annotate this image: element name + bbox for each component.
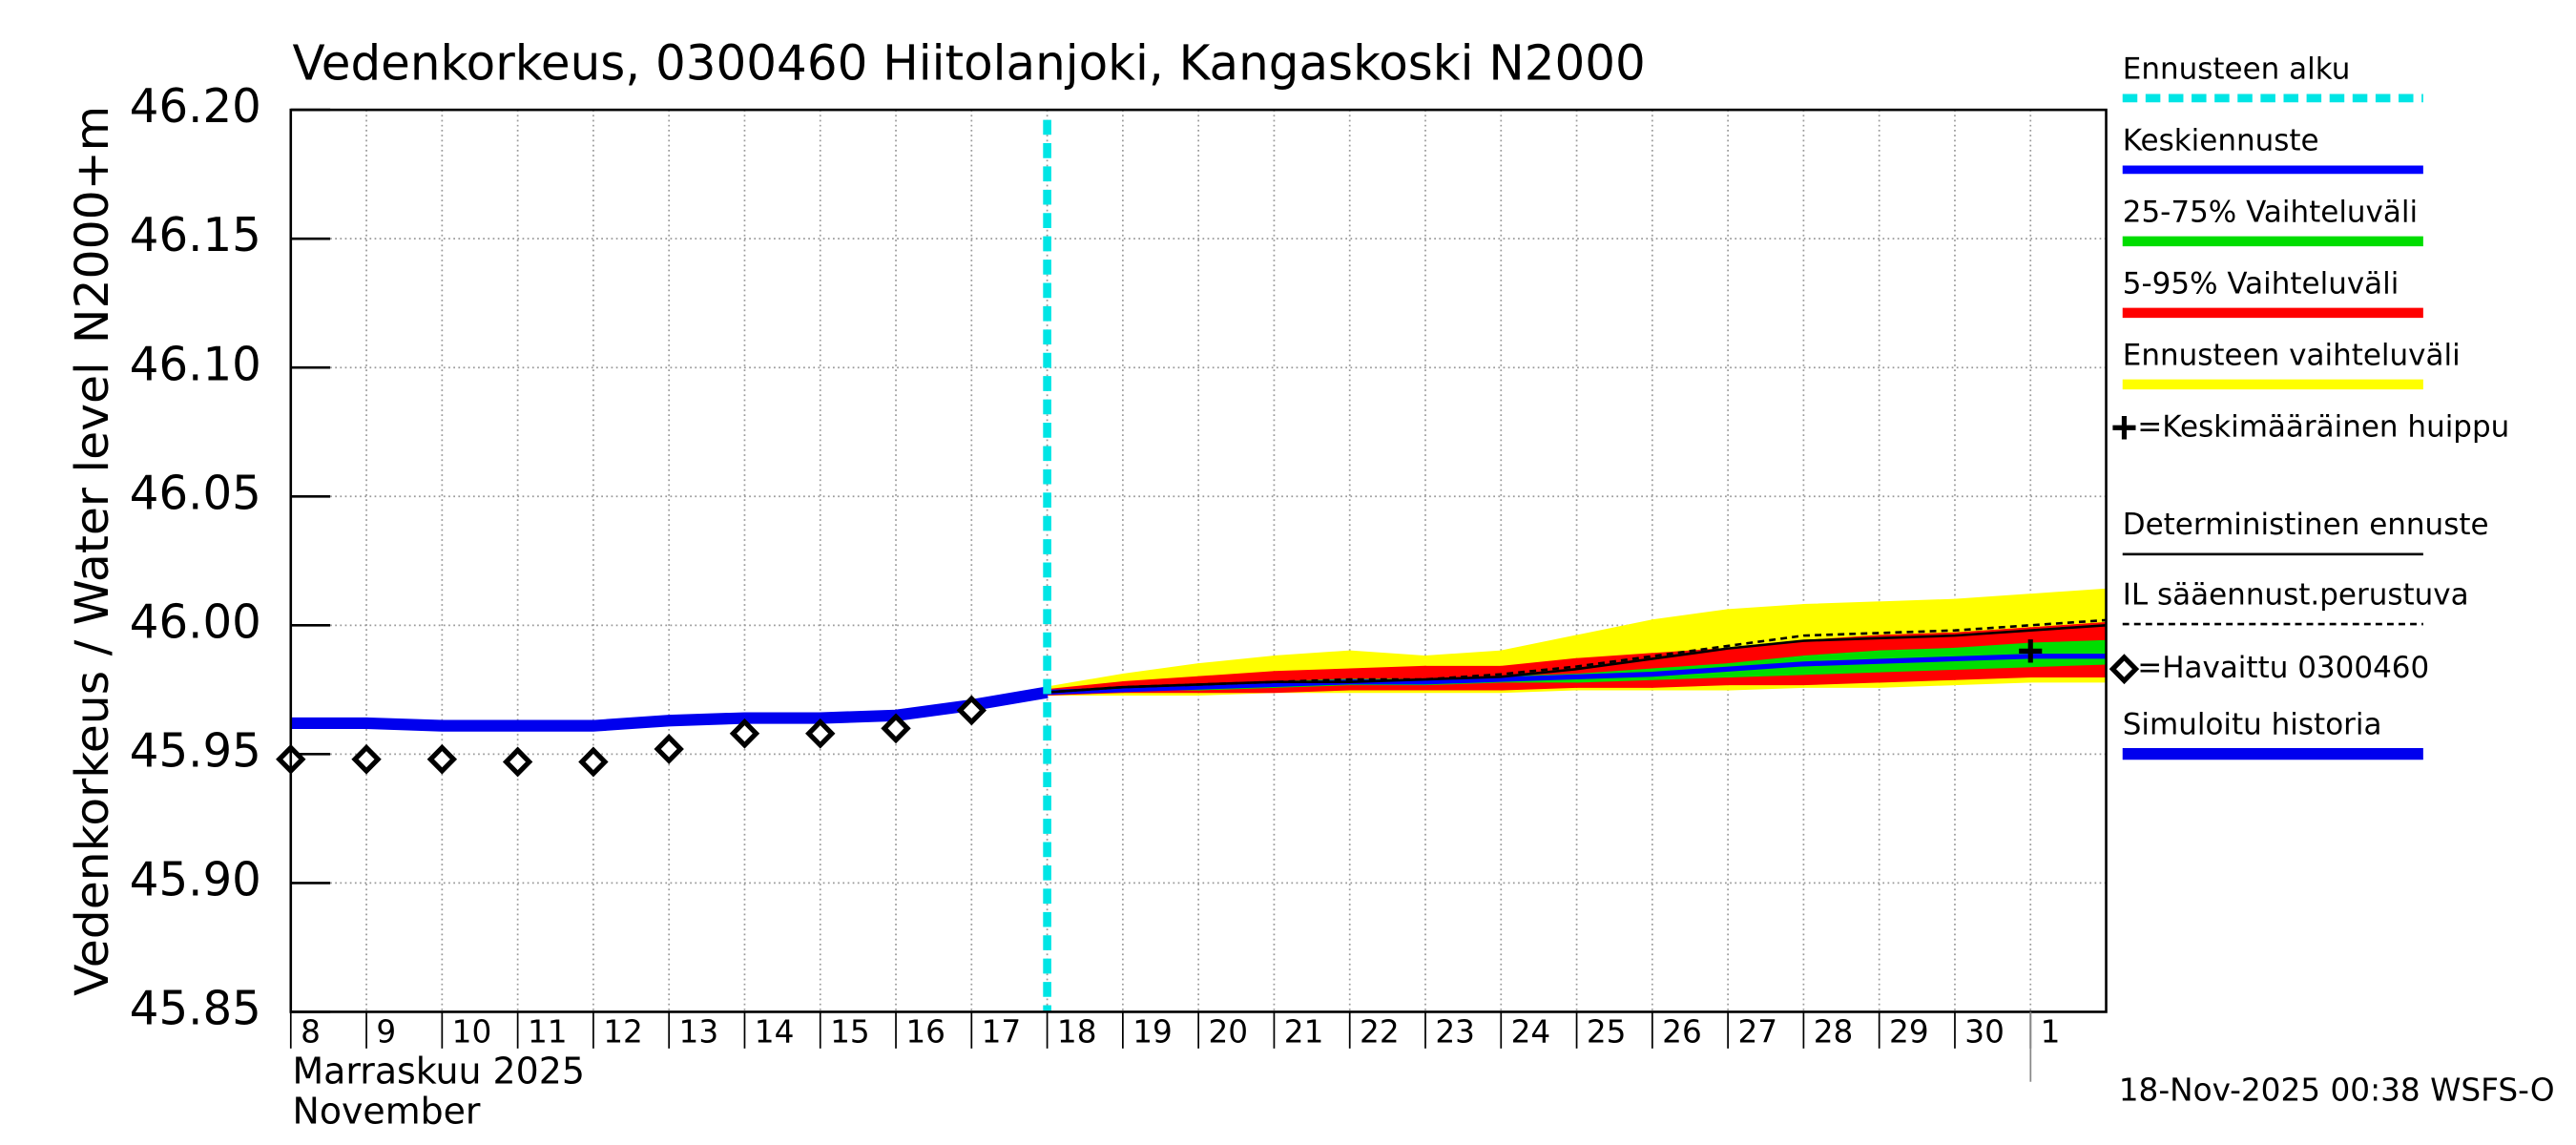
y-tick-label: 46.10 [130,338,261,391]
observation-marker [729,718,760,749]
x-tick-label: 19 [1132,1013,1173,1051]
y-tick-label: 46.00 [130,595,261,649]
x-tick-label: 1 [2041,1013,2061,1051]
observation-marker [351,743,382,775]
x-tick-label: 15 [830,1013,870,1051]
x-axis-label-en: November [293,1090,481,1132]
legend-swatch [2109,654,2140,685]
legend-label: 5-95% Vaihteluväli [2123,266,2399,301]
x-tick-label: 23 [1435,1013,1475,1051]
x-tick-label: 21 [1284,1013,1324,1051]
band-segment [2029,639,2108,668]
y-tick-label: 46.15 [130,209,261,262]
x-axis-label: Marraskuu 2025 [293,1050,585,1092]
band-segment [1349,665,1426,691]
x-tick-label: 22 [1360,1013,1400,1051]
x-tick-label: 8 [301,1013,321,1051]
legend-label: IL sääennust.perustuva [2123,577,2469,612]
observation-marker [956,695,987,726]
x-tick-label: 12 [603,1013,643,1051]
chart-title: Vedenkorkeus, 0300460 Hiitolanjoki, Kang… [293,34,1646,91]
plot-area [276,108,2108,1049]
plot-frame [289,108,2108,1013]
y-tick-label: 45.90 [130,853,261,906]
x-tick-label: 18 [1057,1013,1097,1051]
y-tick-label: 46.05 [130,467,261,520]
x-tick-label: 9 [376,1013,396,1051]
legend-label: Keskiennuste [2123,123,2319,157]
simulated-history-line [290,686,1049,732]
observation-marker [881,713,911,744]
x-tick-label: 27 [1737,1013,1777,1051]
x-tick-label: 14 [755,1013,795,1051]
observation-marker [502,746,533,778]
x-tick-label: 16 [905,1013,945,1051]
x-tick-label: 30 [1964,1013,2005,1051]
x-tick-label: 17 [982,1013,1022,1051]
x-tick-label: 26 [1662,1013,1702,1051]
legend-swatch [2112,416,2136,440]
legend-label: Simuloitu historia [2123,707,2382,741]
il-forecast-line [1047,618,2107,694]
observation-marker [654,734,684,764]
mean-peak-marker [2019,639,2043,663]
y-tick-label: 46.20 [130,80,261,134]
legend-label: =Havaittu 0300460 [2137,651,2429,685]
median-forecast-line [1047,654,2107,696]
y-tick-label: 45.95 [130,724,261,778]
legend-label: Ennusteen alku [2123,52,2351,86]
x-tick-label: 28 [1814,1013,1854,1051]
x-tick-label: 11 [528,1013,568,1051]
x-tick-label: 25 [1587,1013,1627,1051]
footer: 18-Nov-2025 00:38 WSFS-O [2119,1072,2555,1109]
legend-label: Deterministinen ennuste [2123,508,2489,542]
legend-label: =Keskimääräinen huippu [2137,409,2509,444]
y-axis-unit: N2000+m [66,106,119,344]
observation-marker [578,746,609,778]
x-tick-label: 13 [679,1013,719,1051]
y-tick-label: 45.85 [130,982,261,1035]
x-tick-label: 10 [452,1013,492,1051]
x-tick-label: 24 [1511,1013,1551,1051]
legend-label: 25-75% Vaihteluväli [2123,195,2418,229]
y-axis-label: Vedenkorkeus / Water level [66,362,119,996]
legend-label: Ennusteen vaihteluväli [2123,338,2461,372]
x-tick-label: 20 [1208,1013,1248,1051]
x-tick-label: 29 [1889,1013,1929,1051]
observation-marker [426,743,458,775]
observation-marker [805,718,836,749]
